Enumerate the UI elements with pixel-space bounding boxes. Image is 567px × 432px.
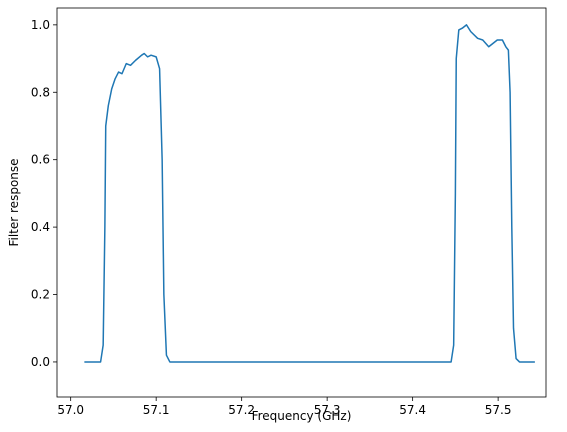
x-tick-label: 57.1 xyxy=(143,403,170,417)
y-tick-label: 1.0 xyxy=(31,18,50,32)
x-tick-label: 57.0 xyxy=(57,403,84,417)
x-tick-label: 57.4 xyxy=(399,403,426,417)
line-series xyxy=(84,24,535,363)
y-tick-label: 0.4 xyxy=(31,220,50,234)
y-tick-label: 0.6 xyxy=(31,153,50,167)
y-tick-label: 0.8 xyxy=(31,85,50,99)
y-tick-label: 0.0 xyxy=(31,355,50,369)
x-tick-label: 57.5 xyxy=(485,403,512,417)
axes-frame xyxy=(56,7,547,398)
y-tick-label: 0.2 xyxy=(31,288,50,302)
x-axis-label: Frequency (GHz) xyxy=(252,409,352,423)
y-axis-label: Filter response xyxy=(7,158,21,246)
x-tick-label: 57.3 xyxy=(314,403,341,417)
x-tick-label: 57.2 xyxy=(228,403,255,417)
